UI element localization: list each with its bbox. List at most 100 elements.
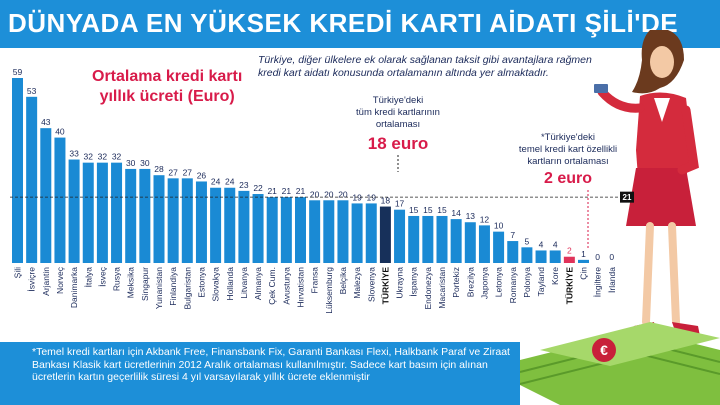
bar-38 bbox=[549, 250, 561, 263]
category-label-36: Polonya bbox=[522, 267, 532, 298]
value-label-34: 10 bbox=[494, 221, 504, 231]
category-label-24: Malezya bbox=[352, 267, 362, 299]
callout2-line3: kartların ortalaması bbox=[527, 156, 608, 167]
callout1-line1: Türkiye'deki bbox=[373, 95, 423, 106]
value-label-27: 17 bbox=[395, 199, 405, 209]
category-label-40: Çin bbox=[579, 267, 589, 280]
value-label-6: 32 bbox=[98, 152, 108, 162]
category-label-16: Litvanya bbox=[239, 267, 249, 299]
category-label-21: Fransa bbox=[310, 267, 320, 294]
category-label-35: Romanya bbox=[508, 267, 518, 304]
value-label-41: 0 bbox=[595, 252, 600, 262]
value-label-31: 14 bbox=[451, 208, 461, 218]
value-label-10: 28 bbox=[154, 164, 164, 174]
average-label: 21 bbox=[623, 193, 632, 202]
value-label-29: 15 bbox=[423, 205, 433, 215]
bar-36 bbox=[521, 247, 533, 263]
bar-23 bbox=[337, 200, 349, 263]
value-label-8: 30 bbox=[126, 158, 136, 168]
value-label-18: 21 bbox=[267, 186, 277, 196]
category-label-27: Ukrayna bbox=[395, 267, 405, 299]
bar-5 bbox=[82, 162, 94, 263]
bar-12 bbox=[181, 178, 193, 263]
category-label-41: İngiltere bbox=[593, 267, 603, 298]
bar-8 bbox=[125, 168, 137, 263]
category-label-1: İsviçre bbox=[27, 267, 37, 292]
svg-text:€: € bbox=[600, 342, 608, 358]
bar-31 bbox=[450, 219, 462, 263]
value-label-28: 15 bbox=[409, 205, 419, 215]
category-label-42: İrlanda bbox=[607, 267, 617, 293]
bar-30 bbox=[436, 215, 448, 263]
category-label-9: Singapur bbox=[140, 267, 150, 301]
value-label-21: 20 bbox=[310, 189, 320, 199]
value-label-26: 18 bbox=[381, 196, 391, 206]
category-label-23: Belçika bbox=[338, 267, 348, 295]
callout2-line2: temel kredi kart özellikli bbox=[519, 144, 617, 155]
callout2-value: 2 euro bbox=[544, 170, 592, 187]
category-label-31: Portekiz bbox=[451, 267, 461, 298]
value-label-42: 0 bbox=[609, 252, 614, 262]
category-label-10: Yunanistan bbox=[154, 267, 164, 309]
bar-22 bbox=[323, 200, 335, 263]
value-label-17: 22 bbox=[253, 183, 263, 193]
callout-all-cards: Türkiye'deki tüm kredi kartlarının ortal… bbox=[356, 95, 440, 172]
category-label-38: Kore bbox=[550, 267, 560, 285]
bar-15 bbox=[224, 187, 236, 263]
category-label-4: Danimarka bbox=[69, 267, 79, 308]
money-stack-illustration: € bbox=[519, 322, 720, 405]
category-label-22: Lüksemburg bbox=[324, 267, 334, 314]
subtitle-line1: Ortalama kredi kartı bbox=[92, 68, 243, 85]
category-label-25: Slovenya bbox=[366, 267, 376, 302]
category-label-15: Hollanda bbox=[225, 267, 235, 301]
bar-20 bbox=[295, 197, 306, 263]
bar-7 bbox=[111, 162, 123, 263]
value-label-16: 23 bbox=[239, 180, 249, 190]
bars-group: 59Şili53İsviçre43Arjantin40Norveç33Danim… bbox=[12, 67, 617, 314]
bar-33 bbox=[478, 225, 490, 263]
page-title: DÜNYADA EN YÜKSEK KREDİ KARTI AİDATI ŞİL… bbox=[8, 8, 679, 38]
category-label-13: Estonya bbox=[196, 267, 206, 298]
category-label-39: TÜRKİYE bbox=[564, 267, 574, 305]
woman-illustration bbox=[594, 30, 700, 336]
value-label-22: 20 bbox=[324, 189, 334, 199]
description-text: Türkiye, diğer ülkelere ek olarak sağlan… bbox=[258, 54, 592, 79]
chart-subtitle: Ortalama kredi kartı yıllık ücreti (Euro… bbox=[92, 67, 242, 107]
bar-34 bbox=[493, 231, 505, 263]
bar-37 bbox=[535, 250, 547, 263]
bar-39 bbox=[563, 256, 575, 263]
bar-17 bbox=[252, 194, 264, 263]
value-label-1: 53 bbox=[27, 86, 37, 96]
value-label-20: 21 bbox=[296, 186, 306, 196]
value-label-7: 32 bbox=[112, 152, 122, 162]
category-label-18: Çek Cum. bbox=[267, 267, 277, 305]
category-label-29: Endonezya bbox=[423, 267, 433, 310]
bar-26 bbox=[379, 206, 391, 263]
callout1-value: 18 euro bbox=[368, 134, 428, 153]
bar-16 bbox=[238, 190, 250, 263]
bar-13 bbox=[195, 181, 207, 263]
value-label-4: 33 bbox=[69, 149, 79, 159]
bar-0 bbox=[12, 78, 23, 263]
bar-24 bbox=[351, 203, 363, 263]
bar-35 bbox=[507, 241, 519, 263]
bar-1 bbox=[26, 96, 38, 263]
subtitle-line2: yıllık ücreti (Euro) bbox=[99, 88, 235, 105]
category-label-19: Avusturya bbox=[281, 267, 291, 305]
value-label-38: 4 bbox=[553, 239, 558, 249]
bar-10 bbox=[153, 175, 165, 263]
callout2-line1: *Türkiye'deki bbox=[541, 132, 595, 143]
bar-18 bbox=[266, 197, 278, 263]
bar-11 bbox=[167, 178, 179, 263]
value-label-30: 15 bbox=[437, 205, 447, 215]
bar-3 bbox=[54, 137, 66, 263]
value-label-15: 24 bbox=[225, 177, 235, 187]
bar-6 bbox=[96, 162, 108, 263]
bar-27 bbox=[394, 209, 406, 263]
value-label-11: 27 bbox=[168, 167, 178, 177]
footnote-text: *Temel kredi kartları için Akbank Free, … bbox=[32, 346, 510, 383]
callout1-line2: tüm kredi kartlarının bbox=[356, 107, 440, 118]
category-label-26: TÜRKİYE bbox=[380, 267, 390, 305]
category-label-28: İspanya bbox=[409, 267, 419, 297]
